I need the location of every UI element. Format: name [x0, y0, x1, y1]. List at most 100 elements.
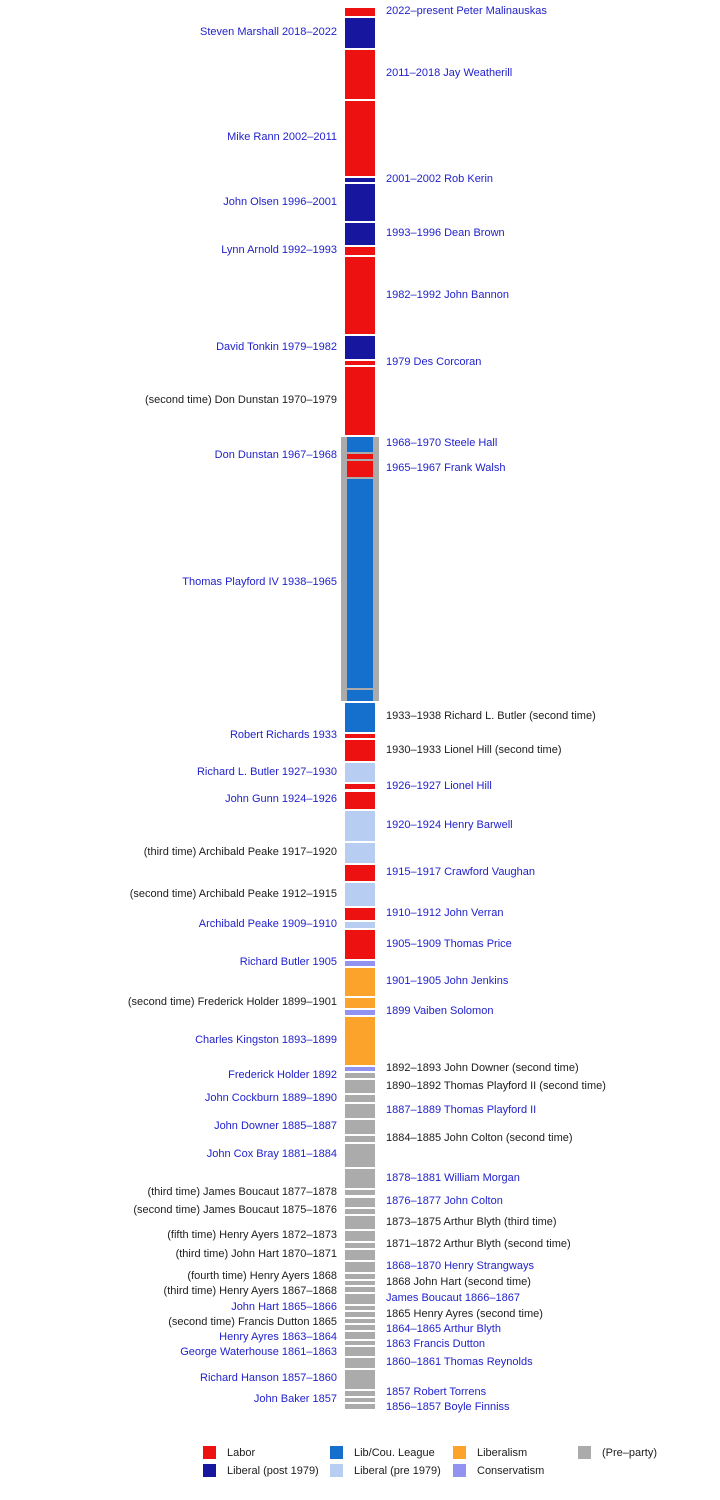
- premier-label-link[interactable]: 1910–1912 John Verran: [386, 907, 504, 920]
- premier-label-link[interactable]: 1899 Vaiben Solomon: [386, 1005, 494, 1018]
- premier-label-link[interactable]: 1982–1992 John Bannon: [386, 288, 509, 301]
- lib_pre-color-swatch: [330, 1464, 343, 1477]
- timeline-segment: [345, 865, 375, 881]
- legend-label: Lib/Cou. League: [354, 1447, 435, 1459]
- timeline-segment: [345, 367, 375, 435]
- premier-label: (third time) Henry Ayers 1867–1868: [163, 1284, 337, 1297]
- timeline-segment: [345, 1079, 375, 1094]
- premier-label: (fifth time) Henry Ayers 1872–1873: [167, 1229, 337, 1242]
- premier-label-link[interactable]: Richard Hanson 1857–1860: [200, 1372, 337, 1385]
- premier-label: 1868 John Hart (second time): [386, 1276, 531, 1289]
- timeline-segment: [345, 1231, 375, 1242]
- premier-label-link[interactable]: Mike Rann 2002–2011: [227, 131, 337, 144]
- premier-label-link[interactable]: Richard Butler 1905: [239, 956, 337, 969]
- timeline-segment: [345, 1073, 375, 1078]
- premier-label: (second time) Frederick Holder 1899–1901: [127, 996, 337, 1008]
- premier-label-link[interactable]: David Tonkin 1979–1982: [216, 340, 337, 353]
- premier-label-link[interactable]: 1915–1917 Crawford Vaughan: [386, 865, 536, 878]
- premier-label-link[interactable]: Don Dunstan 1967–1968: [214, 449, 337, 462]
- premier-label-link[interactable]: 1863 Francis Dutton: [386, 1337, 486, 1350]
- premier-label-link[interactable]: Charles Kingston 1893–1899: [195, 1033, 337, 1046]
- timeline-segment: [345, 784, 375, 790]
- timeline-segment: [345, 49, 375, 99]
- timeline-segment: [345, 247, 375, 255]
- premier-label: 1884–1885 John Colton (second time): [386, 1131, 573, 1144]
- premier-label-link[interactable]: John Baker 1857: [253, 1392, 337, 1405]
- premier-label-link[interactable]: 1860–1861 Thomas Reynolds: [386, 1356, 533, 1368]
- timeline-segment: [345, 1312, 375, 1317]
- premier-label-link[interactable]: 1876–1877 John Colton: [386, 1195, 503, 1208]
- premier-label-link[interactable]: 2001–2002 Rob Kerin: [386, 172, 494, 185]
- premier-label-link[interactable]: 1965–1967 Frank Walsh: [386, 461, 506, 474]
- premier-label-link[interactable]: 1968–1970 Steele Hall: [386, 437, 498, 450]
- premier-label-link[interactable]: John Downer 1885–1887: [214, 1119, 337, 1132]
- timeline-segment: [345, 1249, 375, 1260]
- premier-label-link[interactable]: 1878–1881 William Morgan: [386, 1171, 520, 1184]
- premier-label: (third time) John Hart 1870–1871: [175, 1247, 337, 1260]
- premier-label-link[interactable]: James Boucaut 1866–1867: [386, 1291, 520, 1304]
- timeline-segment: [345, 184, 375, 222]
- premier-label-link[interactable]: 1920–1924 Henry Barwell: [386, 818, 513, 831]
- timeline-segment: [345, 1103, 375, 1118]
- timeline-segment: [345, 810, 375, 841]
- premier-label: (second time) Don Dunstan 1970–1979: [144, 394, 337, 407]
- timeline-segment: [345, 702, 375, 732]
- premier-label: (second time) Francis Dutton 1865: [168, 1316, 337, 1329]
- timeline-segment: [345, 1325, 375, 1330]
- premier-label: 1892–1893 John Downer (second time): [386, 1062, 579, 1075]
- premier-label-link[interactable]: 1864–1865 Arthur Blyth: [386, 1322, 501, 1335]
- premier-label-link[interactable]: Lynn Arnold 1992–1993: [221, 244, 337, 257]
- premier-label-link[interactable]: Frederick Holder 1892: [228, 1068, 337, 1081]
- timeline-segment: [345, 177, 375, 183]
- premier-label-link[interactable]: Henry Ayres 1863–1864: [219, 1331, 337, 1344]
- timeline-segment: [345, 1261, 375, 1273]
- premier-label-link[interactable]: John Cox Bray 1881–1884: [206, 1148, 337, 1161]
- timeline-segment: [345, 1369, 375, 1390]
- premier-label-link[interactable]: 1887–1889 Thomas Playford II: [386, 1103, 537, 1116]
- premier-label-link[interactable]: 2022–present Peter Malinauskas: [386, 4, 547, 17]
- premier-label-link[interactable]: John Gunn 1924–1926: [225, 793, 337, 806]
- premier-label-link[interactable]: 1901–1905 John Jenkins: [386, 974, 509, 987]
- timeline-segment: [345, 961, 375, 966]
- timeline-segment: [345, 1135, 375, 1142]
- premier-label-link[interactable]: John Cockburn 1889–1890: [204, 1091, 337, 1104]
- liberalism-color-swatch: [453, 1446, 466, 1459]
- premier-label-link[interactable]: Steven Marshall 2018–2022: [200, 25, 337, 38]
- premier-label: 1865 Henry Ayres (second time): [386, 1307, 543, 1320]
- timeline-segment: [345, 842, 375, 864]
- timeline-segment: [345, 929, 375, 960]
- premier-label-link[interactable]: 1857 Robert Torrens: [386, 1386, 487, 1399]
- premier-label-link[interactable]: Richard L. Butler 1927–1930: [196, 765, 337, 778]
- premier-label-link[interactable]: 1926–1927 Lionel Hill: [386, 779, 492, 792]
- timeline-segment: [345, 1143, 375, 1167]
- premier-label: (third time) Archibald Peake 1917–1920: [143, 845, 337, 858]
- timeline-segment: [347, 453, 373, 459]
- premier-label-link[interactable]: 1993–1996 Dean Brown: [386, 227, 505, 240]
- timeline-segment: [345, 1347, 375, 1357]
- premier-label-link[interactable]: 1856–1857 Boyle Finniss: [386, 1401, 510, 1414]
- timeline-segment: [345, 1293, 375, 1304]
- premier-label-link[interactable]: Robert Richards 1933: [229, 729, 337, 742]
- premier-label-link[interactable]: 1868–1870 Henry Strangways: [386, 1260, 534, 1272]
- premier-label-link[interactable]: Thomas Playford IV 1938–1965: [182, 576, 337, 589]
- timeline-segment: [345, 1280, 375, 1286]
- timeline-segment: [347, 478, 373, 688]
- premier-label-link[interactable]: 2011–2018 Jay Weatherill: [386, 67, 513, 80]
- timeline-segment: [345, 1197, 375, 1207]
- timeline-segment: [345, 17, 375, 48]
- premier-label-link[interactable]: 1905–1909 Thomas Price: [386, 937, 512, 950]
- premier-label-link[interactable]: George Waterhouse 1861–1863: [180, 1346, 337, 1359]
- legend-label: Liberalism: [477, 1447, 528, 1459]
- timeline-segment: [345, 1274, 375, 1279]
- timeline-segment: [345, 967, 375, 996]
- legend-label: (Pre–party): [602, 1447, 658, 1459]
- timeline-segment: [345, 1095, 375, 1102]
- premier-label-link[interactable]: John Hart 1865–1866: [231, 1301, 337, 1314]
- timeline-segment: [345, 360, 375, 366]
- timeline-segment: [345, 1168, 375, 1189]
- premier-label-link[interactable]: Archibald Peake 1909–1910: [198, 917, 337, 930]
- premier-label-link[interactable]: 1979 Des Corcoran: [386, 356, 482, 369]
- premier-label-link[interactable]: John Olsen 1996–2001: [223, 195, 337, 208]
- timeline-segment: [347, 461, 373, 477]
- premier-label: 1873–1875 Arthur Blyth (third time): [386, 1215, 557, 1228]
